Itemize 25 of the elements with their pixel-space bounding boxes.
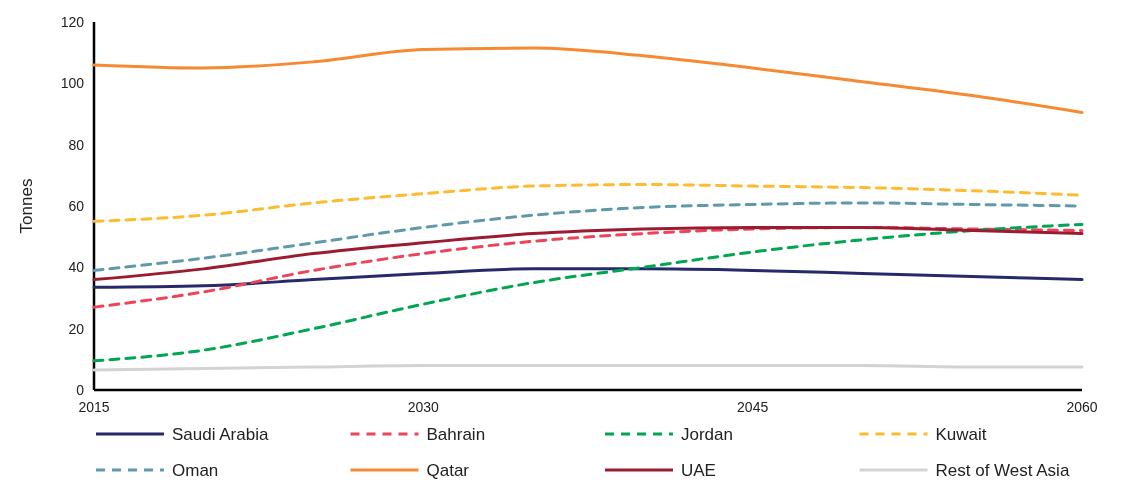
legend-label: UAE [681,460,716,480]
legend-label: Saudi Arabia [172,424,269,444]
x-tick-label: 2030 [407,399,440,415]
line-series [92,225,1084,282]
x-tick-label: 2060 [1066,399,1098,415]
y-tick-label: 80 [68,136,85,153]
y-axis-title: Tonnes [17,178,36,234]
legend-label: Qatar [426,460,470,480]
y-tick-label: 120 [60,13,85,30]
y-tick-label: 60 [68,197,85,214]
y-tick-label: 0 [76,381,85,398]
legend-label: Oman [172,460,219,480]
x-tick-label: 2015 [78,399,110,415]
legend-label: Kuwait [935,424,987,444]
legend-label: Rest of West Asia [935,460,1070,480]
line-series [92,225,1084,309]
y-tick-label: 20 [68,320,85,337]
x-tick-label: 2045 [737,399,769,415]
y-tick-label: 100 [60,75,85,92]
line-series [92,267,1084,289]
line-series [92,222,1084,363]
line-series [92,46,1084,114]
legend-label: Bahrain [426,424,486,444]
y-tick-label: 40 [68,259,85,276]
legend-label: Jordan [681,424,733,444]
